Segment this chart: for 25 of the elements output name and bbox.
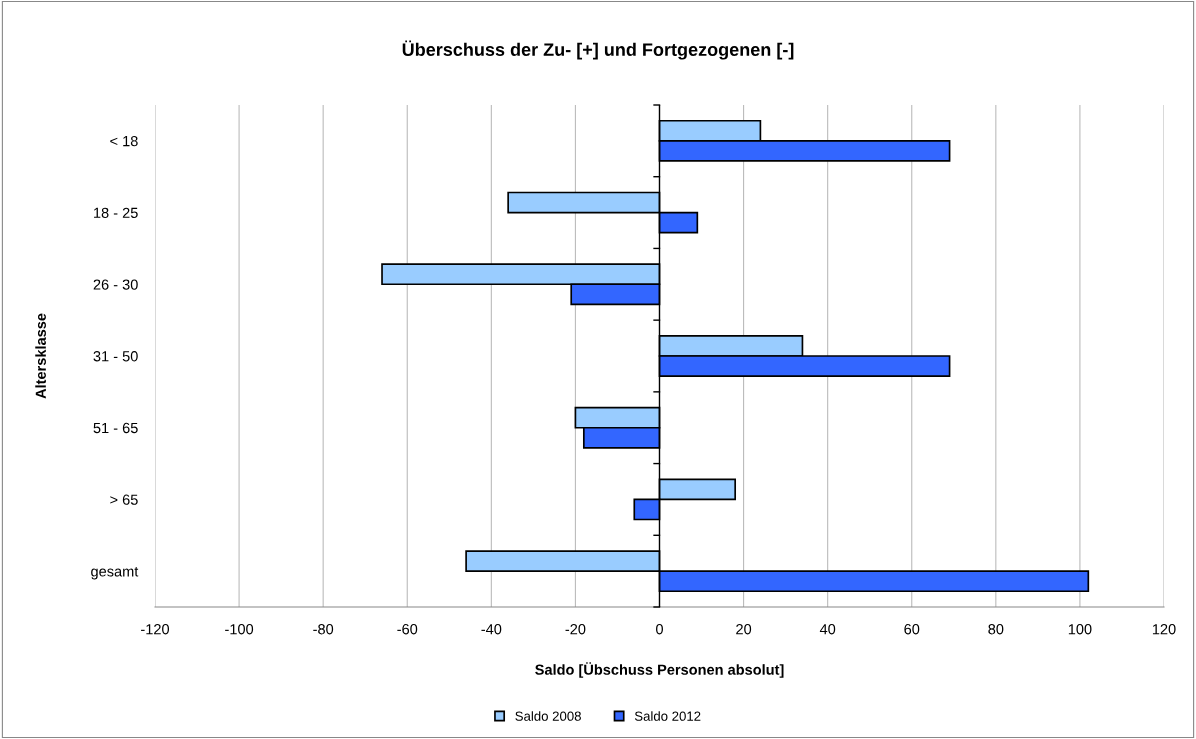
- legend-label: Saldo 2012: [634, 711, 701, 721]
- x-tick-label: 120: [1152, 624, 1176, 635]
- y-axis-title: Altersklasse: [35, 313, 46, 399]
- x-tick-label: 100: [1068, 624, 1092, 635]
- x-tick-label: 80: [988, 624, 1004, 635]
- y-tick-label: 26 - 30: [93, 279, 138, 290]
- x-tick-label: -120: [141, 624, 170, 635]
- y-tick-label: 18 - 25: [94, 207, 138, 218]
- x-tick-label: -100: [225, 624, 254, 635]
- y-tick-label: > 65: [110, 494, 138, 505]
- y-tick-label: 31 - 50: [93, 351, 138, 362]
- y-tick-label: < 18: [110, 135, 138, 147]
- x-tick-label: 60: [904, 624, 920, 635]
- x-tick-label: 20: [736, 624, 752, 635]
- x-axis-title: Saldo [Übschuss Personen absolut]: [535, 662, 784, 678]
- chart-title: Überschuss der Zu- [+] und Fortgezogenen [-]: [402, 40, 794, 60]
- legend-label: Saldo 2008: [515, 711, 581, 721]
- y-tick-label: 51 - 65: [93, 422, 138, 434]
- x-tick-label: 40: [819, 624, 836, 635]
- x-tick-label: -80: [313, 624, 334, 635]
- x-tick-label: -20: [565, 624, 586, 635]
- x-tick-label: -40: [481, 624, 502, 635]
- x-tick-label: 0: [656, 624, 663, 635]
- y-tick-label: gesamt: [91, 567, 139, 580]
- x-tick-label: -60: [397, 624, 418, 635]
